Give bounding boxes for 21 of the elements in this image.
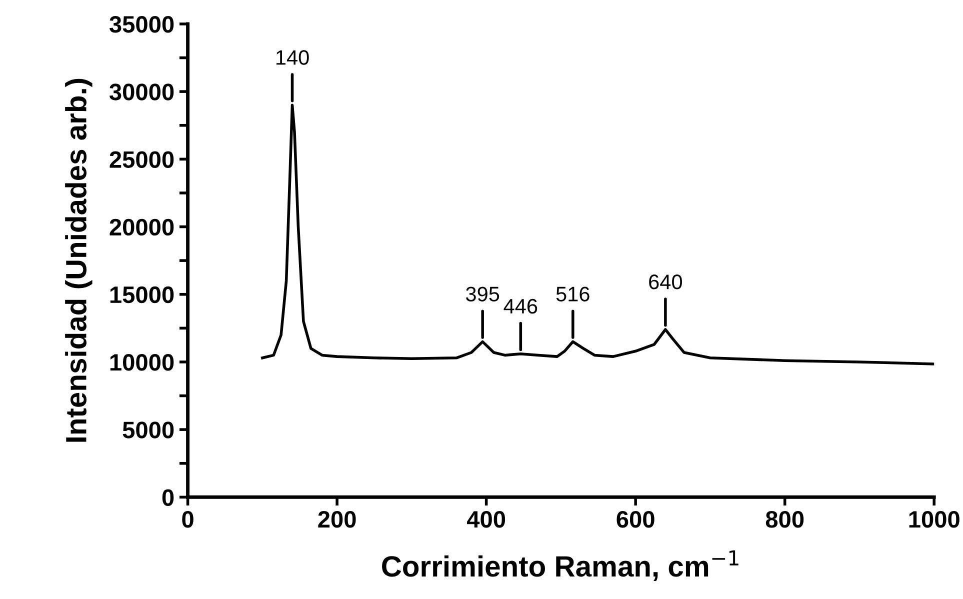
y-tick-label: 30000 xyxy=(109,84,174,100)
y-tick-label: 0 xyxy=(162,489,174,506)
y-tick-label: 25000 xyxy=(110,151,174,168)
y-tick-label: 10000 xyxy=(110,354,174,371)
y-tick-label: 35000 xyxy=(109,16,174,33)
x-tick-label: 800 xyxy=(766,510,804,528)
x-tick-label: 1000 xyxy=(909,510,960,528)
annotation: 140 xyxy=(276,50,309,65)
y-tick-label: 5000 xyxy=(122,422,174,438)
x-tick-label: 200 xyxy=(318,510,356,528)
annotation: 516 xyxy=(556,286,590,302)
y-axis-title: Intensidad (Unidades arb.) xyxy=(65,78,92,442)
annotation: 640 xyxy=(649,274,682,290)
annotation: 395 xyxy=(466,286,500,302)
x-tick-label: 400 xyxy=(466,510,506,528)
annotation: 446 xyxy=(504,298,538,314)
x-tick-label: 0 xyxy=(182,510,194,528)
y-tick-label: 15000 xyxy=(110,286,174,304)
y-tick-label: 20000 xyxy=(110,218,174,236)
x-tick-label: 600 xyxy=(616,510,654,528)
x-axis-title: Corrimiento Raman, cm$^{−1}$ xyxy=(382,550,738,581)
